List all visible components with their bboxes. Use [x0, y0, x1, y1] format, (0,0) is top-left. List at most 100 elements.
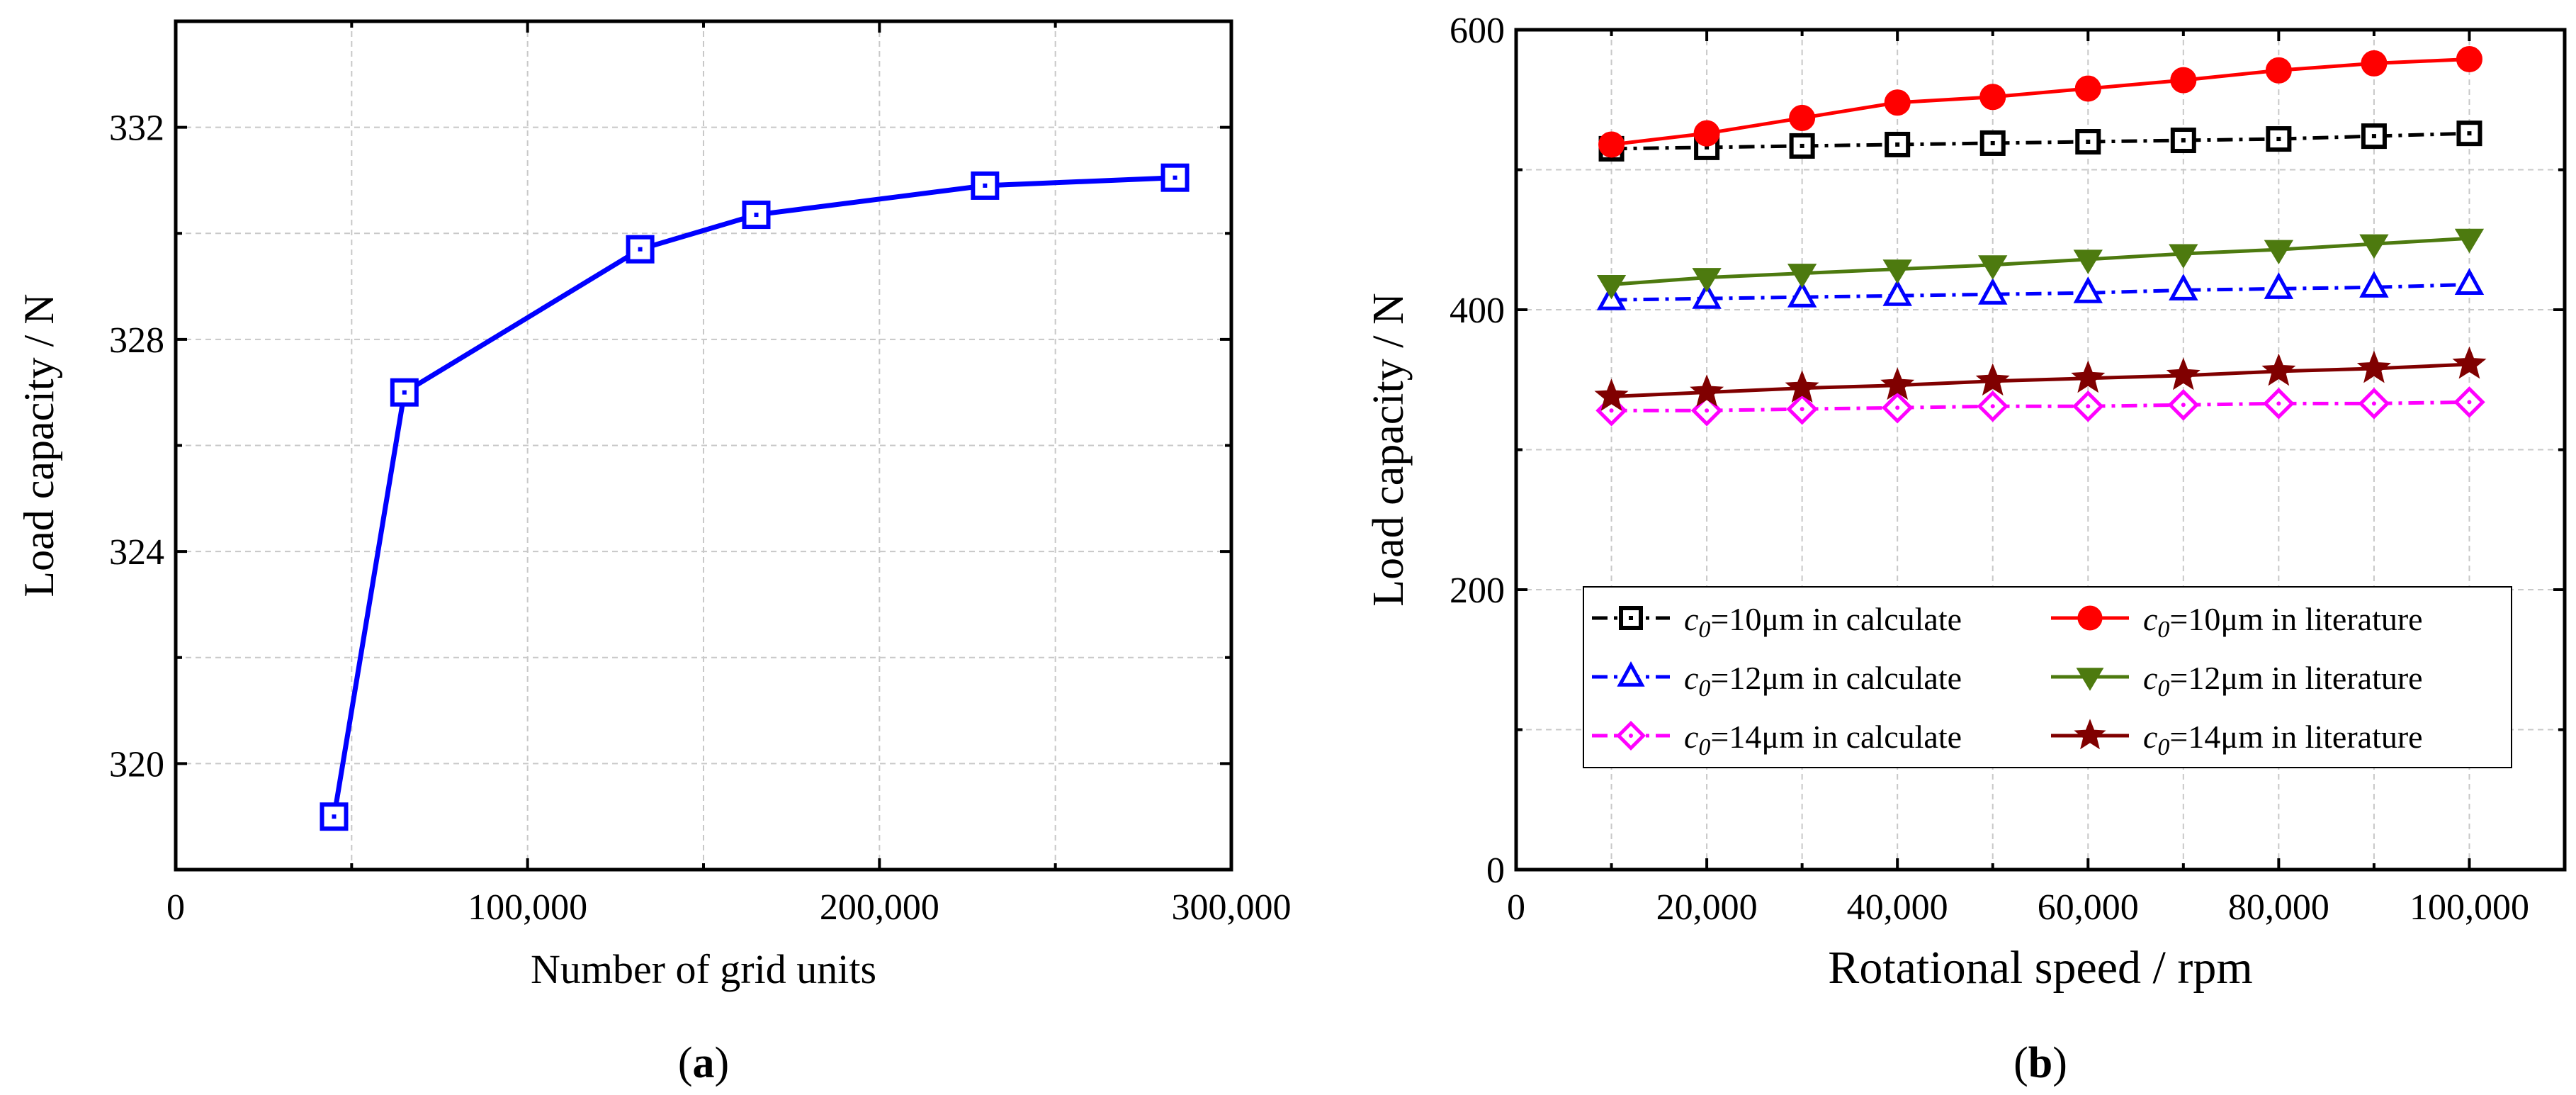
- series-line: [332, 175, 1175, 817]
- data-point: [2359, 271, 2389, 298]
- data-point-dot: [1990, 140, 1995, 145]
- data-point-dot: [983, 183, 988, 188]
- data-point: [1160, 163, 1190, 192]
- y-tick-label: 600: [1450, 11, 1505, 51]
- legend-item: c0=10μm in literature: [2051, 601, 2423, 643]
- grid: [176, 21, 1231, 870]
- data-point-dot: [1705, 408, 1710, 413]
- data-point: [1785, 370, 1819, 403]
- data-point-dot: [754, 213, 759, 218]
- legend-item: c0=12μm in calculate: [1592, 660, 1962, 702]
- data-point: [2075, 129, 2101, 155]
- data-point: [2454, 228, 2485, 254]
- data-point: [1789, 104, 1816, 131]
- data-point: [1881, 391, 1914, 424]
- legend-box: [1583, 586, 2512, 768]
- data-point: [2072, 390, 2104, 422]
- data-point: [2073, 249, 2103, 274]
- data-point: [2169, 274, 2198, 301]
- legend-label: c0=14μm in calculate: [1684, 719, 1962, 760]
- data-point-dot: [332, 814, 337, 819]
- panel-a: 0 100,000 200,000 300,000 320 324 328 332 Number…: [16, 19, 1292, 1087]
- legend-label: c0=12μm in calculate: [1684, 660, 1962, 702]
- ticks: [176, 21, 1231, 870]
- data-point: [1598, 131, 1625, 158]
- x-tick-label: 0: [166, 887, 185, 928]
- y-tick-label: 332: [109, 108, 164, 149]
- panel-label: (a): [678, 1039, 729, 1087]
- x-tick-label: 200,000: [820, 887, 939, 928]
- data-point: [2264, 272, 2294, 299]
- y-axis-label: Load capacity / N: [1365, 293, 1413, 606]
- data-point: [1786, 393, 1818, 425]
- series-line: [1611, 57, 2470, 147]
- legend-item: c0=10μm in calculate: [1592, 601, 1962, 643]
- data-point-dot: [1895, 405, 1900, 410]
- x-tick-label: 80,000: [2228, 887, 2329, 928]
- data-point-dot: [1990, 404, 1995, 409]
- y-axis-label: Load capacity / N: [16, 293, 62, 597]
- data-point-dot: [2371, 134, 2376, 139]
- data-point: [1693, 120, 1720, 147]
- x-tick-label: 0: [1507, 887, 1525, 928]
- series-line: [1611, 236, 2470, 286]
- series-line: [1611, 400, 2470, 412]
- data-point: [2167, 389, 2200, 421]
- legend-label: c0=12μm in literature: [2143, 660, 2423, 702]
- data-point: [1977, 278, 2008, 305]
- legend-marker: [1617, 661, 1645, 687]
- data-point-dot: [2467, 131, 2472, 136]
- data-point-dot: [1800, 407, 1804, 412]
- data-point: [1692, 268, 1722, 293]
- data-point-dot: [2181, 138, 2186, 143]
- x-axis-label: Number of grid units: [531, 946, 876, 992]
- series-line: [1611, 282, 2470, 302]
- data-point: [2169, 244, 2198, 269]
- data-point: [1979, 130, 2006, 156]
- legend-item: c0=12μm in literature: [2051, 660, 2423, 702]
- data-point: [1690, 374, 1724, 407]
- data-point: [2456, 45, 2482, 72]
- data-point-dot: [1800, 143, 1804, 148]
- data-point: [2166, 357, 2201, 391]
- data-point-dot: [1173, 175, 1177, 180]
- data-point: [1977, 390, 2009, 422]
- x-tick-label: 300,000: [1172, 887, 1292, 928]
- data-point: [2263, 388, 2295, 420]
- legend-marker: [2074, 719, 2106, 750]
- data-point: [2261, 353, 2296, 386]
- data-point: [390, 378, 419, 407]
- data-point-dot: [2467, 400, 2472, 405]
- data-point: [742, 201, 771, 230]
- data-point-dot: [1609, 408, 1614, 413]
- data-point-dot: [2086, 140, 2091, 144]
- data-point-dot: [2371, 401, 2376, 406]
- data-point: [2071, 360, 2106, 393]
- data-point: [2170, 128, 2196, 154]
- legend-label: c0=10μm in calculate: [1684, 601, 1962, 643]
- data-point-dot: [638, 247, 643, 252]
- data-point: [1975, 363, 2010, 396]
- data-point: [1882, 259, 1912, 284]
- data-point: [1885, 131, 1911, 157]
- data-point-box: [971, 171, 1000, 200]
- data-point: [2264, 240, 2294, 264]
- data-point-dot: [2276, 401, 2281, 406]
- x-tick-label: 60,000: [2038, 887, 2139, 928]
- x-tick-label: 100,000: [468, 887, 587, 928]
- data-point: [2358, 388, 2390, 420]
- data-point: [2359, 234, 2389, 259]
- data-point: [1692, 282, 1722, 309]
- data-point: [1884, 89, 1911, 116]
- panel-label: (b): [2013, 1039, 2067, 1087]
- legend-marker: [2076, 668, 2104, 691]
- data-point: [1787, 264, 1817, 288]
- legend-marker-dot: [1629, 734, 1633, 738]
- y-tick-label: 324: [109, 532, 164, 573]
- data-point: [2452, 346, 2487, 379]
- data-point-box: [742, 201, 771, 230]
- data-point: [1880, 367, 1915, 400]
- panel-b: 0 20,000 40,000 60,000 80,000 100,000 0 200 400 6…: [1365, 11, 2567, 1087]
- data-point: [2454, 268, 2485, 295]
